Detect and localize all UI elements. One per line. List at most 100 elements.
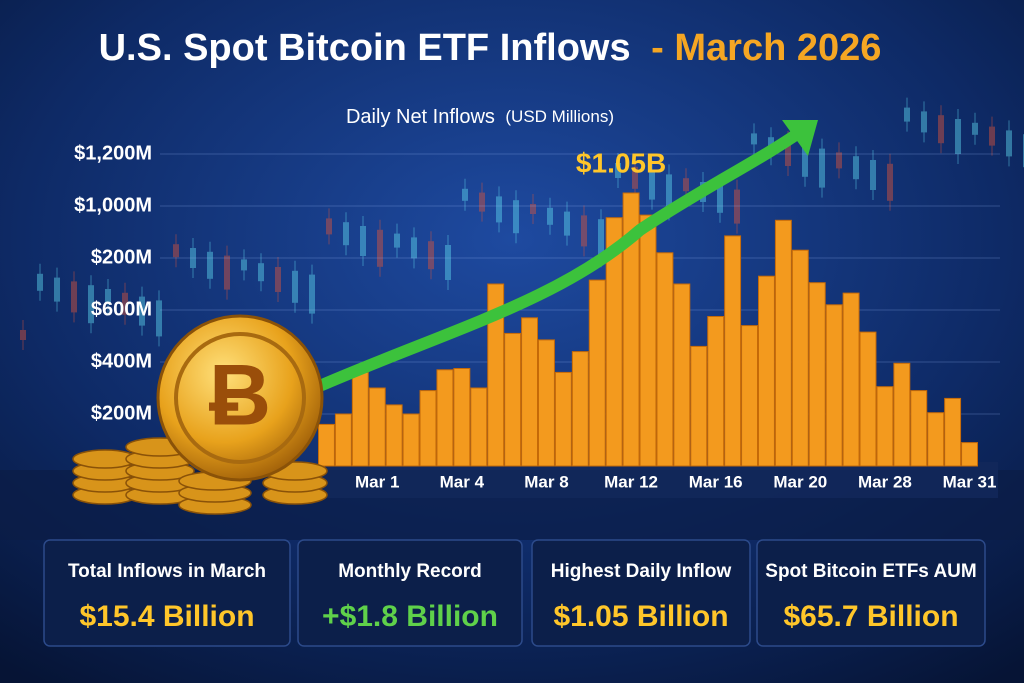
bar: [605, 217, 623, 467]
bar: [487, 283, 505, 467]
bar: [707, 316, 725, 467]
decor-candle: [751, 133, 757, 145]
x-axis-band: [318, 462, 998, 498]
y-tick-label: $1,200M: [74, 142, 152, 164]
x-tick-label: Mar 4: [440, 472, 485, 491]
bar: [656, 252, 674, 467]
decor-candle: [139, 296, 145, 326]
decor-candle: [887, 163, 893, 201]
decor-candle: [564, 211, 570, 236]
bar: [842, 292, 860, 467]
trend-arrow: [316, 126, 806, 391]
y-tick-label: $200M: [91, 246, 152, 268]
bar: [893, 362, 911, 467]
bar: [554, 371, 572, 467]
bar: [927, 412, 945, 467]
bar: [673, 283, 691, 467]
trend-arrow-head: [782, 120, 818, 156]
card-value: $1.05 Billion: [553, 600, 728, 633]
bar: [504, 332, 522, 467]
decor-candle: [921, 111, 927, 133]
decor-candle: [989, 126, 995, 146]
decor-candle: [802, 144, 808, 177]
bar: [351, 371, 369, 467]
decor-candle: [649, 170, 655, 200]
bar: [961, 442, 978, 467]
bar: [758, 275, 775, 467]
decor-candle: [496, 196, 502, 223]
card: [297, 539, 523, 647]
card-label: Total Inflows in March: [68, 561, 266, 582]
x-tick-label: Mar 31: [943, 472, 997, 491]
decor-candle: [394, 233, 400, 248]
decor-candle: [173, 244, 179, 258]
decor-candle: [819, 148, 825, 188]
decor-candle: [411, 237, 417, 259]
bar: [521, 317, 538, 467]
decor-candle: [955, 119, 961, 154]
bar: [368, 387, 386, 467]
bar: [419, 390, 437, 467]
x-tick-label: Mar 1: [355, 472, 399, 491]
decor-candle: [479, 192, 485, 212]
x-tick-label: Mar 20: [773, 472, 827, 491]
decor-candle: [37, 273, 43, 291]
svg-text:Ƀ: Ƀ: [209, 348, 271, 444]
decor-candle: [1006, 130, 1012, 157]
bar: [944, 397, 962, 467]
decor-candle: [224, 255, 230, 290]
decor-candle: [785, 141, 791, 166]
y-tick-label: $1,000M: [74, 194, 152, 216]
bar: [453, 368, 471, 467]
card-value: $65.7 Billion: [783, 600, 958, 633]
bar: [774, 219, 792, 467]
decor-candle: [717, 185, 723, 213]
bar: [859, 331, 877, 467]
card-label: Monthly Record: [338, 561, 482, 582]
y-tick-label: $600M: [91, 298, 152, 320]
card-value: $15.4 Billion: [79, 600, 254, 633]
card-label: Spot Bitcoin ETFs AUM: [765, 561, 976, 582]
title-main: U.S. Spot Bitcoin ETF Inflows: [99, 27, 631, 69]
coin-stacks: Ƀ: [72, 314, 328, 515]
decor-candle: [88, 285, 94, 324]
bar: [639, 214, 657, 467]
decor-candle: [156, 300, 162, 337]
decor-candle: [241, 259, 247, 271]
x-tick-label: Mar 16: [689, 472, 743, 491]
decor-candle: [71, 281, 77, 313]
title-accent: - March 2026: [651, 27, 881, 69]
bar: [791, 249, 809, 467]
decor-candle: [513, 200, 519, 234]
decor-candle: [632, 166, 638, 189]
decor-candle: [207, 251, 213, 279]
decor-candle: [530, 204, 536, 214]
decor-candle: [972, 122, 978, 135]
bar: [538, 339, 555, 467]
bar: [318, 423, 335, 467]
bar: [588, 279, 606, 467]
y-tick-label: $200M: [91, 402, 152, 424]
decor-candle: [258, 263, 264, 282]
candlestick-decor: [20, 97, 1024, 350]
decor-candle: [666, 174, 672, 211]
bar: [724, 235, 742, 467]
decor-candle: [598, 219, 604, 258]
decor-candle: [445, 245, 451, 280]
decor-candle: [615, 163, 621, 178]
decor-candle: [904, 107, 910, 122]
decor-candle: [581, 215, 587, 247]
decor-candle: [20, 330, 26, 340]
bar: [741, 325, 758, 467]
decor-candle: [309, 274, 315, 314]
plot: $200M $400M $600M $200M $1,000M $1,200M Mar 1 M…: [74, 142, 1000, 498]
bar: [876, 386, 894, 467]
decor-candle: [275, 267, 281, 292]
decor-candle: [54, 277, 60, 302]
card: [43, 539, 291, 647]
decor-candle: [122, 292, 128, 315]
bar: [470, 387, 488, 467]
subtitle-main: Daily Net Inflows: [346, 106, 495, 128]
bar: [385, 404, 403, 467]
